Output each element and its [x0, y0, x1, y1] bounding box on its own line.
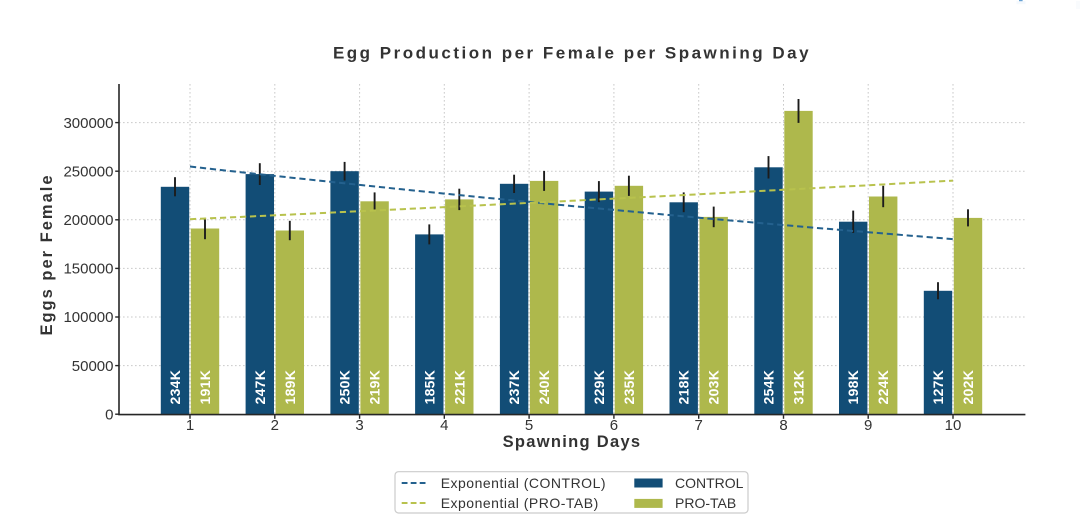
svg-text:250K: 250K	[337, 370, 353, 405]
svg-text:CONTROL: CONTROL	[675, 475, 744, 491]
svg-text:202K: 202K	[960, 370, 976, 405]
svg-text:Exponential (PRO-TAB): Exponential (PRO-TAB)	[441, 495, 599, 511]
svg-text:240K: 240K	[536, 370, 552, 405]
svg-text:5: 5	[525, 417, 533, 434]
svg-text:1: 1	[186, 417, 194, 434]
svg-text:224K: 224K	[875, 370, 891, 405]
svg-text:100000: 100000	[63, 309, 113, 326]
svg-text:Spawning Days: Spawning Days	[503, 433, 642, 451]
svg-text:189K: 189K	[282, 370, 298, 405]
svg-text:50000: 50000	[72, 358, 114, 375]
svg-text:237K: 237K	[506, 370, 522, 405]
svg-text:234K: 234K	[167, 370, 183, 405]
svg-text:3: 3	[355, 417, 363, 434]
svg-text:185K: 185K	[421, 370, 437, 405]
svg-text:2: 2	[271, 417, 279, 434]
svg-text:191K: 191K	[197, 370, 213, 405]
svg-text:150000: 150000	[63, 261, 113, 278]
svg-text:Eggs per Female: Eggs per Female	[38, 173, 56, 335]
svg-text:235K: 235K	[621, 370, 637, 405]
svg-text:9: 9	[864, 417, 872, 434]
svg-text:250000: 250000	[63, 163, 113, 180]
svg-text:221K: 221K	[451, 370, 467, 405]
svg-text:7: 7	[695, 417, 703, 434]
svg-text:4: 4	[440, 417, 448, 434]
svg-text:312K: 312K	[791, 370, 807, 405]
svg-text:Exponential (CONTROL): Exponential (CONTROL)	[441, 475, 606, 491]
svg-text:PRO-TAB: PRO-TAB	[675, 495, 736, 511]
svg-text:254K: 254K	[761, 370, 777, 405]
svg-text:198K: 198K	[845, 370, 861, 405]
svg-text:6: 6	[610, 417, 618, 434]
svg-text:229K: 229K	[591, 370, 607, 405]
svg-text:0: 0	[105, 406, 113, 423]
svg-text:10: 10	[945, 417, 962, 434]
svg-text:200000: 200000	[63, 212, 113, 229]
svg-text:203K: 203K	[706, 370, 722, 405]
svg-text:300000: 300000	[63, 115, 113, 132]
svg-text:127K: 127K	[930, 370, 946, 405]
svg-text:247K: 247K	[252, 370, 268, 405]
svg-text:8: 8	[779, 417, 787, 434]
svg-text:218K: 218K	[676, 370, 692, 405]
svg-text:Egg Production per Female per: Egg Production per Female per Spawning D…	[333, 44, 811, 63]
svg-text:219K: 219K	[367, 370, 383, 405]
